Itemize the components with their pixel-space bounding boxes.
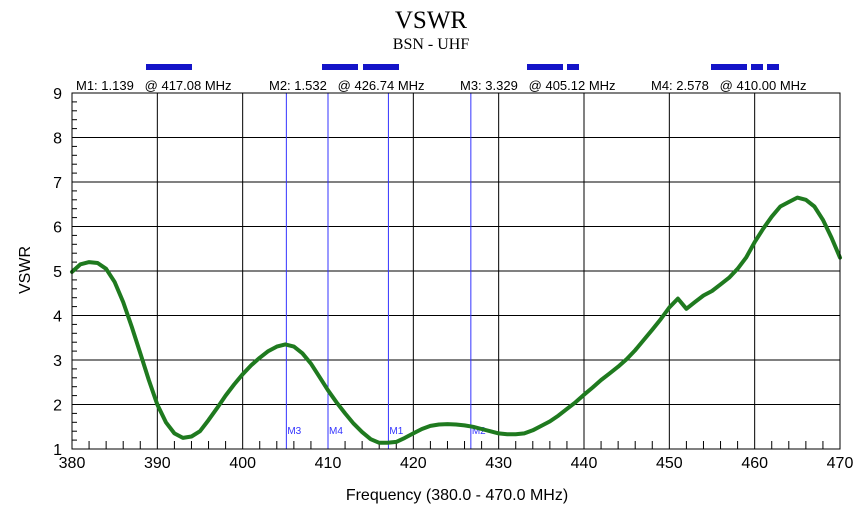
x-axis-label: Frequency (380.0 - 470.0 MHz) — [346, 487, 568, 504]
marker-readout: M1: 1.139 @ 417.08 MHz M2: 1.532 @ 426.7… — [76, 78, 807, 93]
marker-readout-m1: M1: 1.139 @ 417.08 MHz — [76, 78, 232, 93]
x-tick-label: 440 — [571, 455, 598, 472]
indicator-bar — [567, 64, 579, 70]
marker-label-m4: M4 — [329, 426, 343, 437]
marker-readout-m2: M2: 1.532 @ 426.74 MHz — [269, 78, 425, 93]
minor-ticks — [72, 101, 824, 449]
indicator-bar — [767, 64, 779, 70]
marker-readout-m3: M3: 3.329 @ 405.12 MHz — [460, 78, 616, 93]
y-tick-label: 6 — [53, 220, 62, 237]
indicator-bar — [322, 64, 358, 70]
marker-label-m3: M3 — [287, 426, 301, 437]
y-tick-label: 9 — [53, 86, 62, 103]
grid — [71, 92, 841, 450]
x-tick-label: 470 — [827, 455, 854, 472]
x-tick-label: 410 — [315, 455, 342, 472]
y-tick-labels: 1 2 3 4 5 6 7 8 9 — [53, 86, 62, 459]
y-tick-label: 4 — [53, 309, 62, 326]
x-tick-labels: 380 390 400 410 420 430 440 450 460 470 — [59, 455, 854, 472]
x-tick-label: 400 — [229, 455, 256, 472]
y-tick-label: 1 — [53, 442, 62, 459]
marker-readout-m4: M4: 2.578 @ 410.00 MHz — [651, 78, 807, 93]
chart-title: VSWR — [395, 7, 468, 34]
y-axis-label: VSWR — [17, 246, 34, 294]
y-tick-label: 5 — [53, 264, 62, 281]
x-tick-label: 450 — [656, 455, 683, 472]
x-tick-label: 380 — [59, 455, 86, 472]
y-tick-label: 3 — [53, 353, 62, 370]
plot-frame — [71, 92, 841, 450]
indicator-bar — [146, 64, 192, 70]
indicator-bar — [363, 64, 399, 70]
indicator-bar — [711, 64, 747, 70]
y-tick-label: 8 — [53, 131, 62, 148]
marker-label-m2: M2 — [472, 426, 486, 437]
chart-subtitle: BSN - UHF — [393, 36, 470, 53]
x-tick-label: 430 — [485, 455, 512, 472]
y-tick-label: 2 — [53, 398, 62, 415]
vswr-trace-group — [70, 195, 842, 445]
marker-indicator-bars — [146, 64, 779, 70]
x-tick-label: 460 — [741, 455, 768, 472]
x-tick-label: 420 — [400, 455, 427, 472]
indicator-bar — [751, 64, 763, 70]
indicator-bar — [527, 64, 563, 70]
y-tick-label: 7 — [53, 175, 62, 192]
marker-label-m1: M1 — [389, 426, 403, 437]
vswr-trace — [70, 195, 842, 445]
x-tick-label: 390 — [144, 455, 171, 472]
